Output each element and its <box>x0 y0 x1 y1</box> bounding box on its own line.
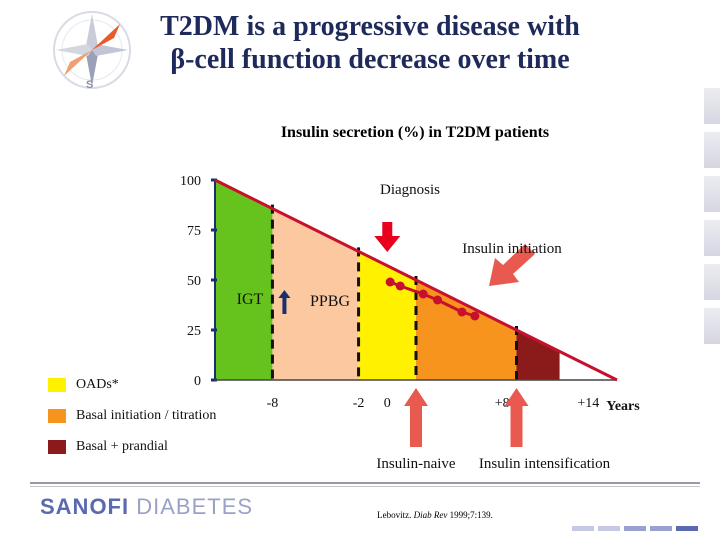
logo-diabetes: DIABETES <box>136 494 254 519</box>
x-tick-label: 0 <box>384 396 391 411</box>
insulin-intensification-label: Insulin intensification <box>479 456 611 472</box>
legend-swatch <box>48 440 66 454</box>
legend-swatch <box>48 378 66 392</box>
y-tick-label: 0 <box>194 374 201 389</box>
marker-link <box>436 298 463 314</box>
ppbg-arrow <box>278 290 291 314</box>
y-tick-label: 75 <box>187 224 201 239</box>
data-point <box>433 295 443 305</box>
data-point <box>470 311 480 321</box>
citation-rest: 1999;7:139. <box>449 510 493 520</box>
insulin-initiation-label: Insulin initiation <box>462 241 562 257</box>
insulin-naive-arrow <box>404 388 428 447</box>
sanofi-diabetes-logo: SANOFI DIABETES <box>40 494 253 520</box>
footer-dot <box>676 526 698 531</box>
title-line-1: T2DM is a progressive disease with <box>160 11 580 42</box>
decline-line <box>214 178 618 382</box>
footer-dot <box>598 526 620 531</box>
footer-dot <box>572 526 594 531</box>
footer-dot <box>624 526 646 531</box>
region-1 <box>272 208 359 380</box>
legend-label: Basal initiation / titration <box>76 408 217 423</box>
region-3 <box>416 280 517 380</box>
citation: Lebovitz. Diab Rev 1999;7:139. <box>350 510 520 520</box>
insulin-naive-label: Insulin-naive <box>376 456 455 472</box>
y-tick-label: 100 <box>180 174 201 189</box>
data-point <box>457 307 467 317</box>
legend-item-basal-initiation: Basal initiation / titration <box>48 407 216 425</box>
y-tick-label: 25 <box>187 324 201 339</box>
insulin-intensification-arrow <box>504 388 529 447</box>
x-tick-label: +8 <box>495 396 510 411</box>
region-0 <box>215 180 273 380</box>
footer-dot <box>650 526 672 531</box>
title-line-2: β-cell function decrease over time <box>170 44 570 75</box>
logo-sanofi: SANOFI <box>40 494 130 519</box>
x-axis-title: Years <box>606 399 640 414</box>
ppbg-label: PPBG <box>310 293 350 310</box>
chart-title: Insulin secretion (%) in T2DM patients <box>280 124 550 141</box>
legend-label: OADs* <box>76 377 119 392</box>
x-tick-label: +14 <box>577 396 599 411</box>
region-4 <box>516 330 560 380</box>
x-tick-label: -2 <box>353 396 365 411</box>
citation-journal: Diab Rev <box>413 510 448 520</box>
data-point <box>418 289 428 299</box>
citation-authors: Lebovitz. <box>377 510 412 520</box>
footer-divider <box>30 482 700 484</box>
diagnosis-arrow <box>374 222 401 252</box>
compass-logo: S <box>30 8 160 93</box>
y-tick-label: 50 <box>187 274 201 289</box>
region-2 <box>358 251 416 380</box>
diagnosis-label: Diagnosis <box>380 182 440 198</box>
right-decoration <box>704 88 720 358</box>
insulin-initiation-arrow <box>489 244 535 286</box>
legend-label: Basal + prandial <box>76 439 168 454</box>
footer-divider-thin <box>30 486 700 487</box>
x-tick-label: -8 <box>267 396 279 411</box>
slide-title: T2DM is a progressive disease with β-cel… <box>150 10 590 76</box>
footer-dots <box>572 518 702 536</box>
legend-item-basal-prandial: Basal + prandial <box>48 438 216 456</box>
chart-legend: OADs* Basal initiation / titration Basal… <box>48 376 216 469</box>
data-point <box>395 281 405 291</box>
igt-label: IGT <box>237 291 264 308</box>
data-point <box>385 277 395 287</box>
legend-swatch <box>48 409 66 423</box>
svg-text:S: S <box>86 79 93 91</box>
legend-item-oads: OADs* <box>48 376 216 394</box>
